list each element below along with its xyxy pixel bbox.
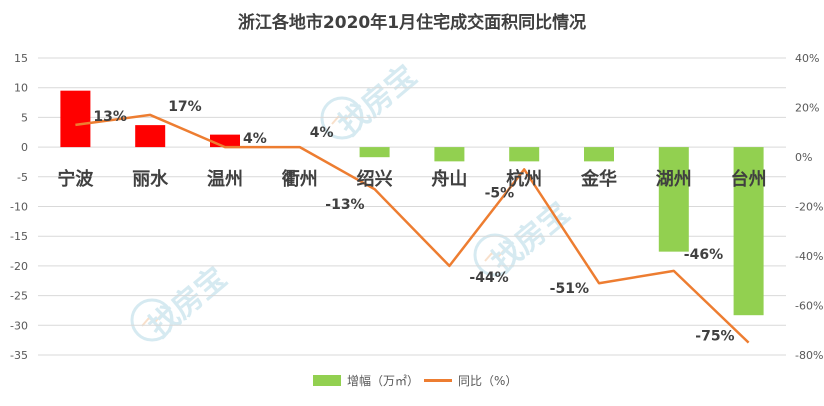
data-label: 4% [310, 125, 334, 141]
watermark-trend-icon [141, 313, 163, 327]
watermark-logo-icon [473, 233, 517, 277]
watermark-logo-icon [320, 96, 364, 140]
left-axis-ticks: 15 10 5 0 -5 -10 -15 -20 -25 -30 -35 [10, 52, 28, 362]
category-labels: 宁波 丽水 温州 衢州 绍兴 舟山 杭州 金华 湖州 台州 [57, 168, 766, 190]
left-tick-label: -15 [10, 230, 28, 243]
right-tick-label: 20% [795, 102, 819, 115]
data-label: 4% [243, 131, 267, 147]
bar-金华 [584, 147, 614, 162]
chart-title: 浙江各地市2020年1月住宅成交面积同比情况 [238, 12, 586, 33]
data-label: -44% [469, 270, 508, 286]
line-yoy [75, 113, 750, 344]
right-tick-label: -60% [795, 300, 823, 313]
data-label: -51% [550, 281, 589, 297]
watermark-logo-icon [130, 298, 174, 342]
left-tick-label: -5 [17, 171, 28, 184]
left-tick-label: 15 [14, 52, 28, 65]
legend-label-bar: 增幅（万㎡） [347, 373, 419, 388]
category-label: 丽水 [132, 168, 169, 190]
bar-湖州 [658, 147, 689, 252]
right-tick-label: -80% [795, 349, 823, 362]
line-series [75, 113, 750, 344]
data-label: 13% [93, 109, 127, 125]
left-tick-label: -25 [10, 290, 28, 303]
right-tick-label: 0% [795, 151, 812, 164]
right-axis-ticks: 40% 20% 0% -20% -40% -60% -80% [795, 52, 823, 362]
right-tick-label: -20% [795, 201, 823, 214]
category-label: 台州 [731, 168, 767, 190]
left-tick-label: 10 [14, 82, 28, 95]
category-label: 湖州 [656, 169, 692, 190]
left-tick-label: -20 [10, 260, 28, 273]
left-tick-label: -10 [10, 201, 28, 214]
category-label: 温州 [207, 169, 243, 190]
category-label: 宁波 [57, 168, 94, 190]
category-label: 绍兴 [357, 168, 393, 190]
bar-舟山 [434, 147, 465, 162]
data-labels: 13% 17% 4% 4% -13% -44% -5% -51% -46% -75% [93, 99, 734, 345]
bar-丽水 [135, 125, 166, 148]
data-label: 17% [168, 99, 202, 115]
legend-label-line: 同比（%） [458, 374, 517, 388]
legend-swatch-bar [313, 375, 341, 386]
category-label: 衢州 [282, 168, 318, 190]
bar-台州 [733, 147, 764, 316]
left-tick-label: 0 [21, 141, 28, 154]
bar-温州 [210, 134, 240, 148]
right-tick-label: 40% [795, 52, 819, 65]
data-label: -5% [485, 185, 515, 201]
bar-宁波 [60, 90, 91, 148]
data-label: -46% [684, 247, 723, 263]
data-label: -75% [695, 329, 734, 345]
bar-杭州 [509, 147, 540, 162]
category-label: 杭州 [506, 168, 542, 190]
category-label: 舟山 [431, 168, 467, 190]
bar-series [60, 90, 764, 316]
bar-绍兴 [359, 147, 390, 158]
watermark-trend-icon [331, 111, 353, 125]
right-tick-label: -40% [795, 250, 823, 263]
legend: 增幅（万㎡） 同比（%） [313, 373, 517, 388]
left-tick-label: -35 [10, 349, 28, 362]
data-label: -13% [325, 197, 364, 213]
left-tick-label: -30 [10, 319, 28, 332]
left-tick-label: 5 [21, 111, 28, 124]
category-label: 金华 [580, 168, 617, 190]
watermark-trend-icon [484, 248, 506, 262]
